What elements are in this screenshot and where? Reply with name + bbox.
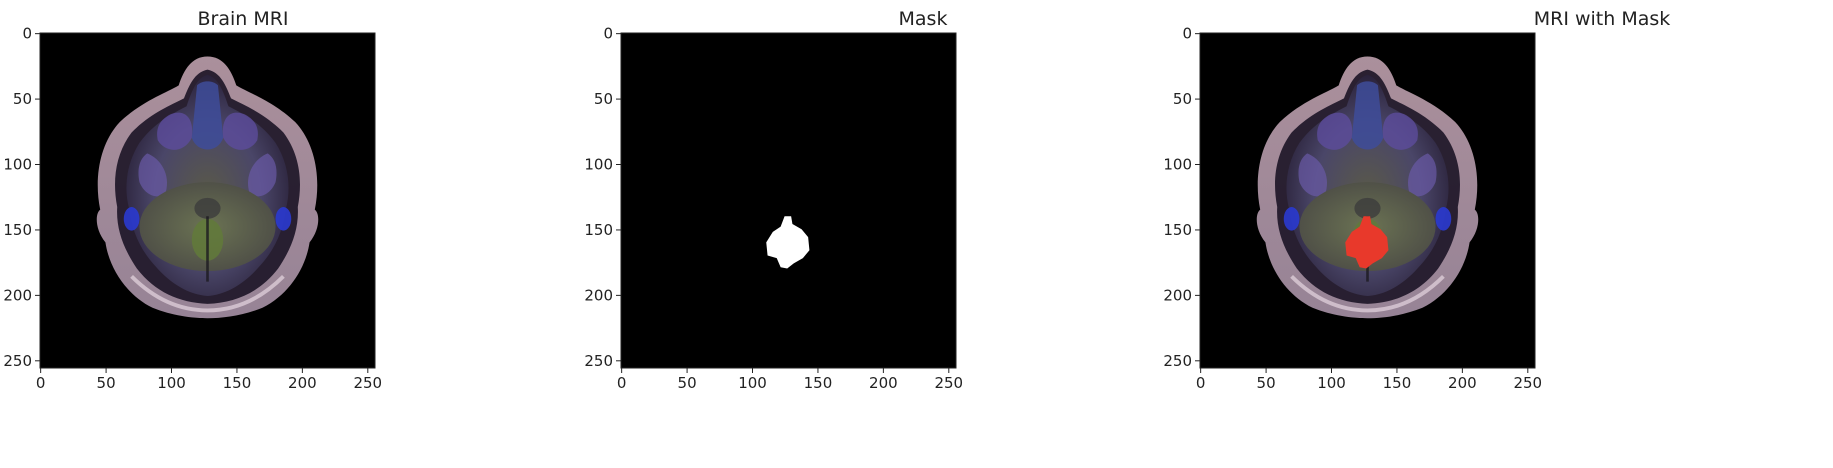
x-tick-label: 0 — [1196, 374, 1206, 392]
x-tick-label: 50 — [678, 374, 697, 392]
y-tick-label: 150 — [1163, 221, 1192, 239]
tumor-mask-region — [766, 216, 810, 269]
panel-title: Mask — [898, 8, 948, 30]
y-tick-label: 200 — [584, 286, 613, 304]
y-tick-label: 0 — [22, 25, 32, 43]
x-tick-label: 50 — [97, 374, 116, 392]
x-tick-label: 0 — [617, 374, 627, 392]
x-tick-label: 250 — [1513, 374, 1542, 392]
x-tick-label: 200 — [288, 374, 317, 392]
x-tick-label: 250 — [353, 374, 382, 392]
mri-with-mask-panel: MRI with Mask — [0, 0, 1671, 30]
y-tick-label: 50 — [594, 90, 613, 108]
panel-title: MRI with Mask — [1533, 8, 1671, 30]
x-tick-label: 100 — [1317, 374, 1346, 392]
y-tick-label: 250 — [1163, 352, 1192, 370]
y-tick-label: 50 — [13, 90, 32, 108]
brain-mri-panel: Brain MRI — [0, 0, 460, 468]
mask-image — [621, 33, 957, 369]
x-tick-label: 200 — [1448, 374, 1477, 392]
axes-frame — [620, 32, 957, 369]
x-tick-label: 0 — [36, 374, 46, 392]
y-tick-label: 250 — [584, 352, 613, 370]
brain-mri-image — [38, 31, 377, 370]
tumor-overlay-region — [1345, 216, 1389, 269]
y-tick-label: 0 — [1182, 25, 1192, 43]
y-tick-label: 100 — [584, 156, 613, 174]
y-tick-label: 100 — [3, 156, 32, 174]
y-tick-label: 150 — [584, 221, 613, 239]
x-tick-label: 100 — [738, 374, 767, 392]
y-tick-label: 0 — [603, 25, 613, 43]
x-tick-label: 200 — [869, 374, 898, 392]
mask-panel: Mask — [0, 0, 948, 30]
x-tick-label: 150 — [1383, 374, 1412, 392]
y-tick-label: 200 — [3, 286, 32, 304]
axes-frame — [39, 32, 376, 369]
panel-title: Brain MRI — [197, 8, 289, 30]
x-tick-label: 50 — [1257, 374, 1276, 392]
y-tick-label: 150 — [3, 221, 32, 239]
axes-frame — [1199, 32, 1536, 369]
x-tick-label: 100 — [157, 374, 186, 392]
x-tick-label: 150 — [223, 374, 252, 392]
mri-with-mask-image — [1198, 31, 1537, 370]
y-tick-label: 250 — [3, 352, 32, 370]
y-tick-label: 50 — [1173, 90, 1192, 108]
x-tick-label: 150 — [804, 374, 833, 392]
x-tick-label: 250 — [934, 374, 963, 392]
y-tick-label: 100 — [1163, 156, 1192, 174]
y-tick-label: 200 — [1163, 286, 1192, 304]
